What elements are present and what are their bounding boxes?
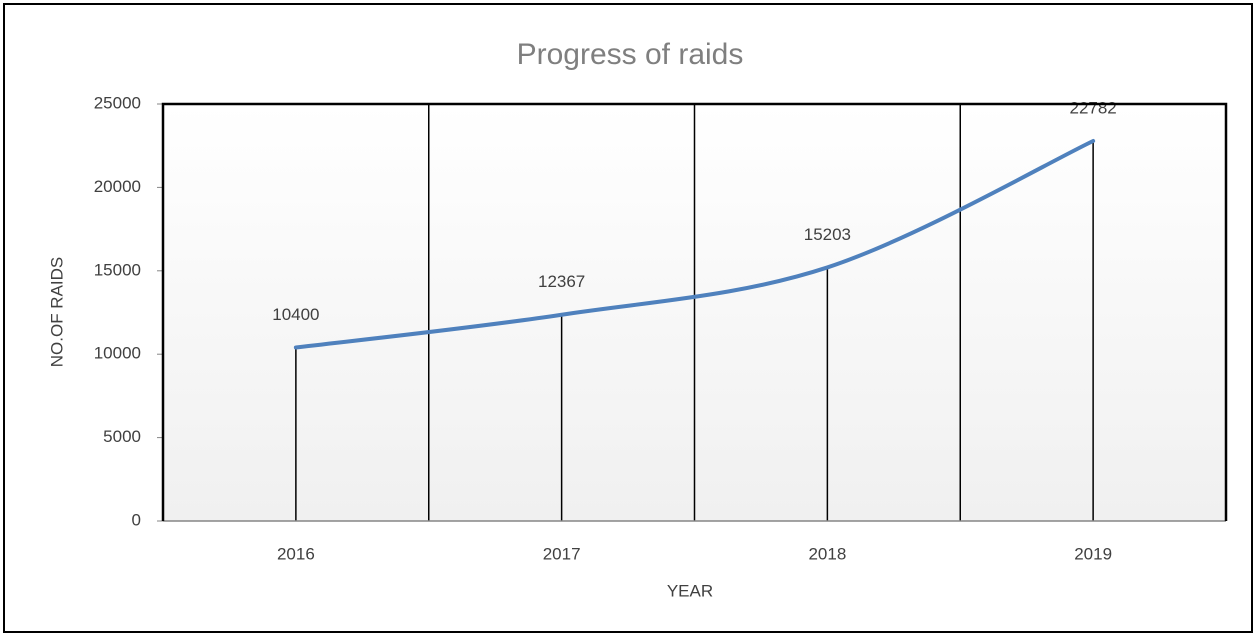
x-axis-label: YEAR (667, 581, 713, 600)
series-line (293, 138, 1096, 350)
x-tick-label: 2019 (1074, 544, 1112, 563)
y-tick-label: 0 (132, 510, 141, 529)
data-label: 12367 (538, 272, 585, 291)
data-label: 22782 (1069, 98, 1116, 117)
data-label: 15203 (804, 225, 851, 244)
y-tick-label: 5000 (103, 427, 141, 446)
chart-title: Progress of raids (517, 38, 744, 71)
x-tick-label: 2016 (277, 544, 315, 563)
y-tick-label: 20000 (94, 177, 141, 196)
x-tick-label: 2017 (543, 544, 581, 563)
data-label: 10400 (272, 305, 319, 324)
y-axis-label: NO.OF RAIDS (47, 257, 66, 368)
y-tick-label: 15000 (94, 260, 141, 279)
y-tick-label: 10000 (94, 344, 141, 363)
plot-border (161, 102, 1228, 521)
y-tick-label: 25000 (94, 93, 141, 112)
x-tick-label: 2018 (808, 544, 846, 563)
